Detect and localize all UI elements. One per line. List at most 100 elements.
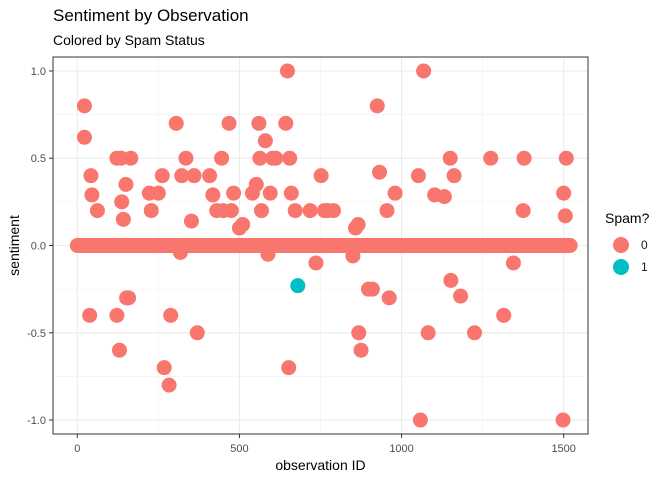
data-point-spam-0 — [154, 168, 170, 184]
data-point-spam-0 — [281, 360, 297, 376]
x-tick-label: 1500 — [551, 443, 575, 455]
data-point-spam-0 — [443, 272, 459, 288]
data-point-spam-0 — [178, 150, 194, 166]
data-point-spam-0 — [115, 211, 131, 227]
data-point-spam-0 — [252, 150, 268, 166]
data-point-spam-0 — [446, 168, 462, 184]
data-point-spam-0 — [372, 164, 388, 180]
y-tick-label: -1.0 — [27, 415, 46, 427]
legend-item-0: 0 — [605, 234, 649, 256]
data-point-spam-0 — [381, 290, 397, 306]
data-point-spam-0 — [223, 203, 239, 219]
data-point-spam-0 — [161, 377, 177, 393]
x-axis-title: observation ID — [275, 457, 365, 473]
data-point-spam-0 — [111, 342, 127, 358]
data-point-spam-0 — [172, 244, 188, 260]
data-point-spam-0 — [496, 307, 512, 323]
legend-item-1: 1 — [605, 256, 649, 278]
data-point-spam-0 — [442, 150, 458, 166]
chart-title: Sentiment by Observation — [53, 6, 249, 25]
data-point-spam-0 — [302, 203, 318, 219]
data-point-spam-0 — [483, 150, 499, 166]
data-point-spam-0 — [156, 360, 172, 376]
data-point-spam-0 — [353, 342, 369, 358]
data-point-spam-0 — [558, 150, 574, 166]
data-point-spam-0 — [351, 325, 367, 341]
data-point-spam-0 — [279, 63, 295, 79]
legend-key-1 — [613, 259, 629, 275]
data-point-spam-0 — [202, 168, 218, 184]
data-point-spam-0 — [556, 185, 572, 201]
data-point-spam-0 — [150, 185, 166, 201]
data-point-spam-0 — [76, 129, 92, 145]
data-point-spam-0 — [205, 187, 221, 203]
legend-label-0: 0 — [641, 238, 648, 252]
data-point-spam-0 — [257, 133, 273, 149]
data-point-spam-0 — [416, 63, 432, 79]
data-point-spam-0 — [283, 185, 299, 201]
data-point-spam-0 — [268, 150, 284, 166]
chart-subtitle: Colored by Spam Status — [53, 32, 205, 48]
data-point-spam-0 — [183, 213, 199, 229]
y-tick-label: 1.0 — [31, 66, 46, 78]
data-point-spam-0 — [262, 185, 278, 201]
data-point-spam-0 — [325, 203, 341, 219]
data-point-spam-0 — [313, 168, 329, 184]
data-point-spam-0 — [84, 187, 100, 203]
legend-label-1: 1 — [641, 260, 648, 274]
data-point-spam-0 — [118, 176, 134, 192]
data-point-spam-1 — [290, 278, 306, 294]
data-point-spam-0 — [467, 325, 483, 341]
data-point-spam-0 — [369, 98, 385, 114]
data-point-spam-0 — [163, 307, 179, 323]
data-point-spam-0 — [412, 412, 428, 428]
data-point-spam-0 — [260, 246, 276, 262]
x-tick-label: 500 — [230, 443, 248, 455]
data-point-spam-0 — [214, 150, 230, 166]
data-point-spam-0 — [364, 281, 380, 297]
data-point-spam-0 — [248, 176, 264, 192]
data-point-spam-0 — [516, 150, 532, 166]
x-tick-label: 0 — [74, 443, 80, 455]
data-point-spam-0 — [555, 412, 571, 428]
data-point-spam-0 — [235, 217, 251, 233]
legend-key-0 — [613, 237, 629, 253]
data-point-spam-0 — [557, 208, 573, 224]
data-point-spam-0 — [83, 168, 99, 184]
y-axis-title: sentiment — [6, 215, 22, 276]
data-point-spam-0 — [505, 255, 521, 271]
y-tick-label: -0.5 — [27, 328, 46, 340]
data-point-spam-0 — [76, 98, 92, 114]
data-point-spam-0 — [308, 255, 324, 271]
zero-sentiment-band — [69, 238, 578, 253]
data-point-spam-0 — [121, 290, 137, 306]
data-point-spam-0 — [387, 185, 403, 201]
data-point-spam-0 — [226, 185, 242, 201]
data-point-spam-0 — [410, 168, 426, 184]
legend: Spam? 0 1 — [605, 210, 649, 278]
data-point-spam-0 — [114, 194, 130, 210]
data-point-spam-0 — [350, 217, 366, 233]
y-tick-label: 0.0 — [31, 241, 46, 253]
data-point-spam-0 — [82, 307, 98, 323]
legend-title: Spam? — [605, 210, 650, 226]
data-point-spam-0 — [278, 115, 294, 131]
x-tick-label: 1000 — [389, 443, 413, 455]
y-tick-label: 0.5 — [31, 153, 46, 165]
data-point-spam-0 — [453, 288, 469, 304]
data-point-spam-0 — [251, 115, 267, 131]
data-points — [69, 63, 578, 428]
axis-ticks: 0 500 1000 1500 -1.0 -0.5 0.0 0.5 1.0 — [27, 66, 576, 455]
data-point-spam-0 — [345, 248, 361, 264]
data-point-spam-0 — [174, 168, 190, 184]
data-point-spam-0 — [89, 203, 105, 219]
data-point-spam-0 — [186, 168, 202, 184]
data-point-spam-0 — [221, 115, 237, 131]
data-point-spam-0 — [287, 203, 303, 219]
data-point-spam-0 — [168, 115, 184, 131]
data-point-spam-0 — [282, 150, 298, 166]
data-point-spam-0 — [436, 189, 452, 205]
data-point-spam-0 — [189, 325, 205, 341]
data-point-spam-0 — [379, 203, 395, 219]
